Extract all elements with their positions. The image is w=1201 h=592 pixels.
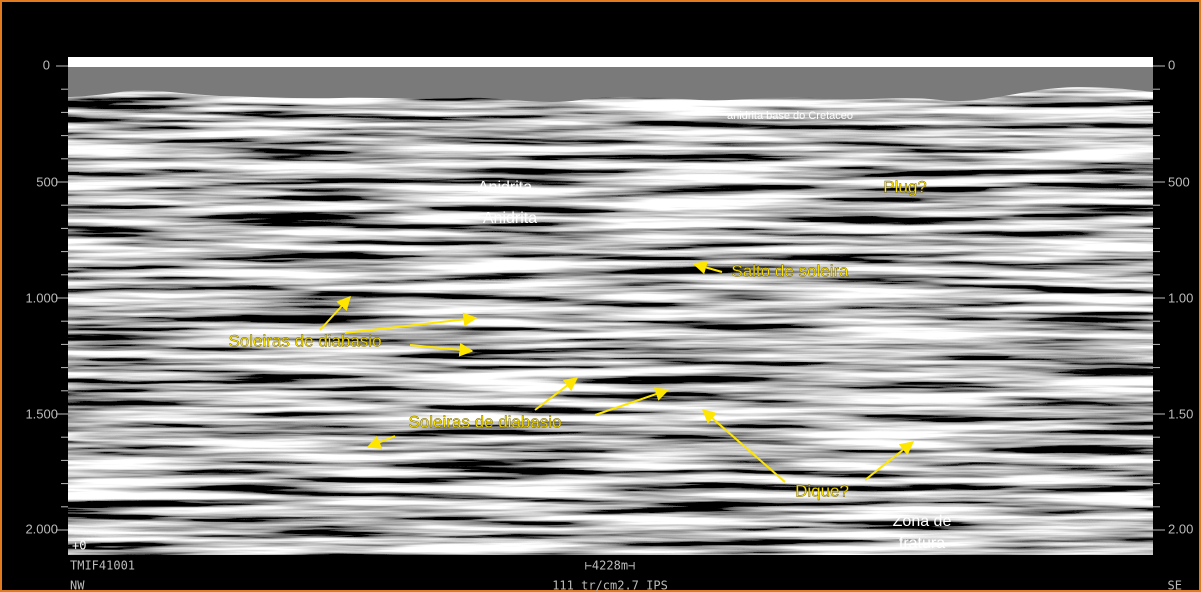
line-id: TMIF41001 [70,559,135,573]
annotation: fratura [899,535,945,552]
origin: +0 [72,539,86,553]
top-band [68,57,1153,67]
annotation: Soleiras de diabasio [228,331,381,350]
axis-label: 2.00 [1168,521,1193,536]
annotation: Anidrita [483,210,537,227]
parameters: 111 tr/cm2.7 IPS [552,579,668,592]
direction: NW [70,579,85,592]
scale-bar: ⊢4228m⊣ [585,559,636,573]
axis-label: 0 [43,57,50,72]
annotation: Salto de soleira [731,261,849,280]
annotation: Dique? [795,481,849,500]
mask-box [1035,555,1167,580]
axis-label: 1.00 [1168,290,1193,305]
direction: SE [1168,579,1182,592]
axis-label: 1.000 [25,290,58,305]
axis-label: 500 [1168,174,1190,189]
axis-label: 0 [1168,57,1175,72]
annotation: Plug? [883,177,926,196]
annotation: Anidrita [478,179,532,196]
seismic-section [68,57,1153,555]
annotation: Zona de [893,513,952,530]
annotation: anidrita base do Cretaceo [727,110,853,122]
axis-label: 1.500 [25,406,58,421]
axis-label: 500 [36,174,58,189]
axis-label: 2.000 [25,521,58,536]
seismic-screen: 0 500 1.000 1.500 2.000 0 500 1.00 1.50 … [0,0,1201,592]
annotation: Soleiras de diabasio [408,412,561,431]
axis-label: 1.50 [1168,406,1193,421]
